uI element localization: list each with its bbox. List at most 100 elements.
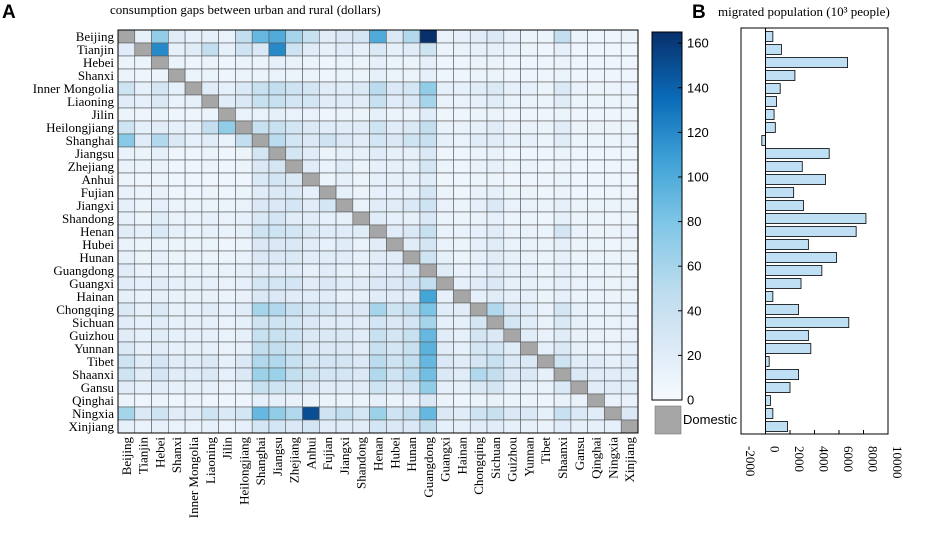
bar-x-tick-label: 4000 (817, 446, 832, 472)
heatmap-cell (436, 250, 454, 265)
heatmap-cell (620, 120, 639, 135)
heatmap-cell (436, 393, 454, 408)
heatmap-cell (537, 133, 555, 148)
heatmap-cell (184, 185, 203, 200)
heatmap-cell (285, 185, 303, 200)
heatmap-cell (402, 172, 421, 187)
column-label: Xinjiang (622, 437, 637, 483)
heatmap-cell (520, 237, 538, 252)
heatmap-cell (151, 354, 169, 369)
heatmap-cell (201, 120, 219, 135)
heatmap-cell (302, 250, 320, 265)
heatmap-cell (168, 42, 186, 57)
heatmap-cell (335, 107, 354, 122)
heatmap-cell (168, 198, 186, 213)
bar (765, 239, 809, 250)
heatmap-cell (318, 328, 337, 343)
heatmap-cell (335, 94, 354, 109)
heatmap-cell (235, 263, 253, 278)
heatmap-cell (486, 159, 505, 174)
heatmap-cell (218, 29, 236, 44)
heatmap-cell (268, 393, 287, 408)
heatmap-cell (503, 302, 521, 317)
row-label: Jiangxi (76, 198, 114, 213)
heatmap-cell (453, 55, 471, 70)
heatmap-cell (251, 224, 270, 239)
heatmap-cell (285, 94, 303, 109)
heatmap-cell (184, 211, 203, 226)
heatmap-cell (520, 55, 538, 70)
heatmap-cell (520, 185, 538, 200)
heatmap-cell (469, 393, 488, 408)
bar-x-tick-label: 0 (768, 446, 783, 453)
heatmap-cell (218, 120, 236, 135)
heatmap-cell (587, 315, 605, 330)
heatmap-cell (184, 276, 203, 291)
heatmap-cell (620, 289, 639, 304)
heatmap-cell (134, 146, 152, 161)
heatmap-cell (486, 198, 505, 213)
heatmap-cell (251, 211, 270, 226)
heatmap-cell (335, 302, 354, 317)
heatmap-cell (436, 133, 454, 148)
heatmap-cell (570, 289, 588, 304)
heatmap-cell (285, 328, 303, 343)
heatmap-cell (184, 393, 203, 408)
heatmap-cell (302, 68, 320, 83)
heatmap-cell (553, 94, 572, 109)
heatmap-cell (604, 237, 622, 252)
heatmap-cell (553, 159, 572, 174)
heatmap-cell (537, 29, 555, 44)
heatmap-cell (151, 159, 169, 174)
heatmap-cell (302, 120, 320, 135)
row-label: Ningxia (72, 406, 114, 421)
heatmap-cell (201, 328, 219, 343)
heatmap-cell (486, 172, 505, 187)
column-label: Jiangxi (337, 437, 352, 475)
heatmap-cell (268, 354, 287, 369)
heatmap-cell (369, 120, 387, 135)
heatmap-cell (587, 276, 605, 291)
column-label: Ningxia (605, 437, 620, 479)
heatmap-cell (117, 354, 136, 369)
heatmap-cell (469, 107, 488, 122)
row-label: Hunan (79, 250, 114, 265)
heatmap-cell (184, 133, 203, 148)
heatmap-cell (151, 120, 169, 135)
heatmap-cell (386, 354, 404, 369)
bar (765, 265, 823, 276)
column-label: Hunan (404, 437, 419, 472)
heatmap-cell (117, 107, 136, 122)
heatmap-cell (469, 250, 488, 265)
heatmap-cell (117, 211, 136, 226)
row-label: Qinghai (72, 393, 114, 408)
heatmap-cell (604, 380, 622, 395)
bar-x-tick-label: 8000 (866, 446, 881, 472)
heatmap-cell (218, 146, 236, 161)
heatmap-cell (184, 315, 203, 330)
heatmap-cell (251, 107, 270, 122)
heatmap-cell (486, 107, 505, 122)
heatmap-cell (184, 42, 203, 57)
heatmap-cell (604, 289, 622, 304)
heatmap-cell (285, 159, 303, 174)
heatmap-cell (251, 68, 270, 83)
heatmap-cell (570, 315, 588, 330)
heatmap-cell (251, 302, 270, 317)
heatmap-cell (251, 172, 270, 187)
heatmap-cell (570, 341, 588, 356)
heatmap-cell (469, 328, 488, 343)
heatmap-cell (151, 55, 169, 70)
heatmap-cell (503, 224, 521, 239)
heatmap-cell (402, 81, 421, 96)
heatmap-cell (201, 380, 219, 395)
heatmap-cell (620, 315, 639, 330)
heatmap-cell (369, 289, 387, 304)
heatmap-cell (453, 276, 471, 291)
heatmap-cell (235, 393, 253, 408)
heatmap-cell (419, 81, 438, 96)
heatmap-cell (537, 380, 555, 395)
bar-x-tick-label: 10000 (890, 446, 905, 479)
heatmap-cell (553, 315, 572, 330)
heatmap-cell (134, 276, 152, 291)
